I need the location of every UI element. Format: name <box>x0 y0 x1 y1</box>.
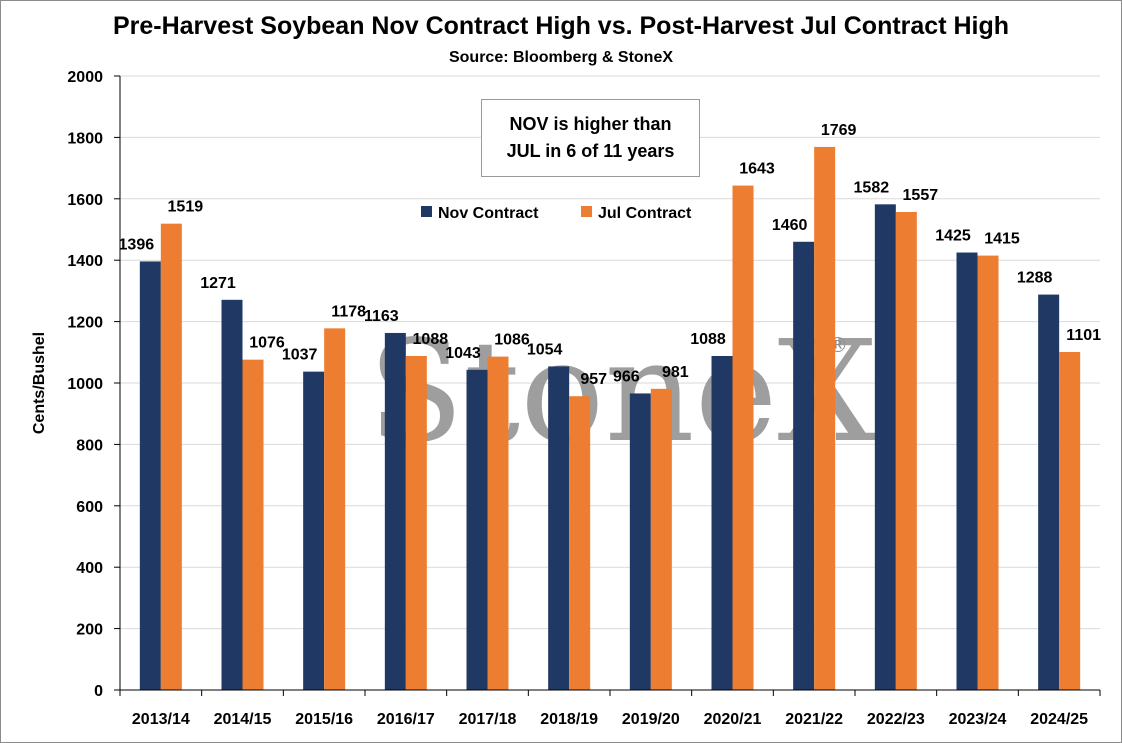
x-tick-label: 2018/19 <box>540 711 598 728</box>
y-tick-label: 400 <box>76 560 103 577</box>
bar-nov <box>221 299 243 690</box>
y-tick-label: 1000 <box>67 376 103 393</box>
bar-nov <box>793 241 815 690</box>
x-tick-label: 2017/18 <box>459 711 517 728</box>
bar-jul <box>569 396 591 690</box>
bar-jul <box>650 388 672 690</box>
y-tick-label: 0 <box>94 683 103 700</box>
chart-subtitle: Source: Bloomberg & StoneX <box>448 49 674 66</box>
bar-nov <box>1038 294 1060 690</box>
data-label-jul: 957 <box>580 371 607 388</box>
data-label-jul: 1519 <box>168 199 204 216</box>
annotation-box: NOV is higher than JUL in 6 of 11 years <box>481 99 700 177</box>
bar-jul <box>814 146 836 691</box>
bar-jul <box>977 255 999 690</box>
data-label-nov: 966 <box>613 368 640 385</box>
axes: 0 200 400 600 800 1000 1200 1400 1600 1800 2000 201… <box>67 69 1101 728</box>
data-label-nov: 1271 <box>200 275 236 292</box>
data-label-nov: 1037 <box>282 347 318 364</box>
bar-nov <box>956 252 978 690</box>
y-tick-label: 2000 <box>67 69 103 86</box>
x-tick-label: 2013/14 <box>132 711 190 728</box>
x-tick-label: 2021/22 <box>785 711 843 728</box>
data-label-jul: 1076 <box>249 335 285 352</box>
y-tick-label: 800 <box>76 437 103 454</box>
y-tick-label: 600 <box>76 499 103 516</box>
y-axis-label: Cents/Bushel <box>31 332 48 434</box>
data-label-jul: 1086 <box>494 332 530 349</box>
bars <box>139 146 1081 691</box>
bar-jul <box>487 356 509 690</box>
bar-jul <box>895 212 917 690</box>
legend-label-jul: Jul Contract <box>598 205 692 222</box>
data-label-jul: 1643 <box>739 161 775 178</box>
x-tick-label: 2020/21 <box>704 711 762 728</box>
x-tick-label: 2016/17 <box>377 711 435 728</box>
bar-jul <box>160 223 182 691</box>
data-label-nov: 1088 <box>690 331 726 348</box>
data-label-nov: 1288 <box>1017 270 1053 287</box>
y-tick-label: 1800 <box>67 130 103 147</box>
data-label-jul: 1088 <box>413 331 449 348</box>
bar-jul <box>242 359 264 690</box>
y-tick-label: 1600 <box>67 192 103 209</box>
x-tick-label: 2022/23 <box>867 711 925 728</box>
bar-nov <box>548 366 570 690</box>
y-tick-label: 200 <box>76 622 103 639</box>
data-label-jul: 1101 <box>1066 327 1101 344</box>
bar-nov <box>629 393 651 690</box>
data-label-nov: 1043 <box>445 345 481 362</box>
data-label-nov: 1425 <box>935 228 971 245</box>
y-tick-label: 1200 <box>67 315 103 332</box>
bar-nov <box>711 355 733 690</box>
data-label-jul: 1769 <box>821 122 857 139</box>
chart-title: Pre-Harvest Soybean Nov Contract High vs… <box>112 12 1010 40</box>
data-label-nov: 1163 <box>364 308 399 325</box>
data-label-nov: 1460 <box>772 217 808 234</box>
data-label-jul: 1415 <box>984 231 1020 248</box>
legend-swatch-jul <box>581 206 592 217</box>
x-tick-label: 2019/20 <box>622 711 680 728</box>
bar-jul <box>732 185 754 690</box>
bar-nov <box>384 332 406 690</box>
legend: Nov Contract Jul Contract <box>421 205 692 222</box>
data-label-nov: 1582 <box>854 179 890 196</box>
legend-swatch-nov <box>421 206 432 217</box>
data-label-jul: 1557 <box>903 187 939 204</box>
x-tick-label: 2024/25 <box>1030 711 1088 728</box>
x-tick-label: 2015/16 <box>295 711 353 728</box>
bar-jul <box>405 355 427 690</box>
bar-nov <box>139 261 161 690</box>
bar-nov <box>874 204 896 691</box>
data-label-jul: 981 <box>662 364 689 381</box>
y-tick-label: 1400 <box>67 253 103 270</box>
data-labels: 1396 1271 1037 1163 1043 1054 966 1088 1460 1582 1… <box>119 122 1102 388</box>
bar-nov <box>466 369 488 690</box>
watermark-logo: StoneX <box>368 311 877 474</box>
bar-jul <box>1059 351 1081 690</box>
data-label-jul: 1178 <box>331 303 366 320</box>
bar-nov <box>303 371 325 690</box>
data-label-nov: 1396 <box>119 236 155 253</box>
data-label-nov: 1054 <box>527 341 563 358</box>
x-tick-label: 2014/15 <box>214 711 272 728</box>
legend-label-nov: Nov Contract <box>438 205 539 222</box>
bar-jul <box>324 328 346 690</box>
x-tick-label: 2023/24 <box>949 711 1007 728</box>
